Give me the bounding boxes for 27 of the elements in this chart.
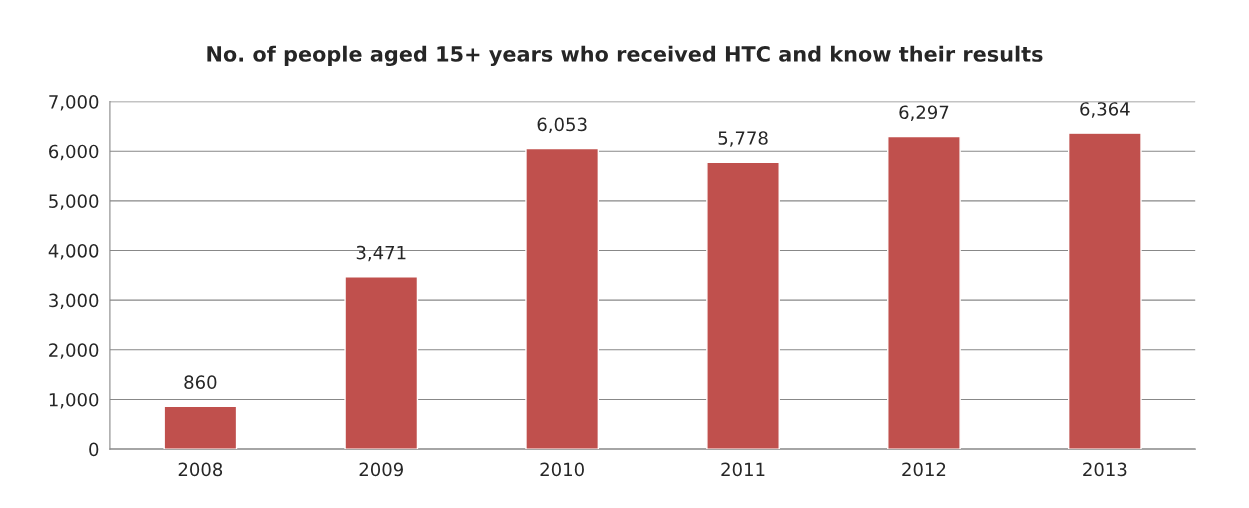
x-tick-label: 2011 (721, 462, 765, 477)
y-tick-label: 6,000 (49, 144, 99, 161)
data-label: 6,297 (899, 105, 949, 121)
bar (344, 276, 419, 450)
bar (706, 161, 780, 450)
x-tick-label: 2009 (359, 462, 403, 477)
data-label: 5,778 (718, 131, 768, 147)
bar (163, 405, 238, 450)
bar (887, 135, 961, 450)
data-label: 6,364 (1080, 102, 1130, 118)
x-tick-label: 2010 (540, 462, 584, 477)
y-tick-label: 4,000 (48, 243, 99, 260)
y-tick-label: 1,000 (49, 392, 99, 409)
data-label: 860 (184, 375, 217, 389)
y-tick-label: 5,000 (49, 194, 99, 210)
chart-title: No. of people aged 15+ years who received HTC and know their results (207, 45, 1043, 67)
bar (525, 147, 600, 450)
x-tick-label: 2013 (1083, 462, 1127, 477)
x-tick-label: 2008 (178, 462, 223, 477)
y-tick-label: 2,000 (49, 343, 99, 359)
bar (1067, 132, 1142, 450)
x-tick-label: 2012 (902, 462, 946, 477)
y-tick-label: 3,000 (49, 293, 99, 310)
data-label: 6,053 (537, 117, 587, 134)
data-label: 3,471 (356, 245, 406, 262)
y-tick-label: 0 (89, 442, 99, 457)
y-tick-label: 7,000 (49, 95, 99, 111)
